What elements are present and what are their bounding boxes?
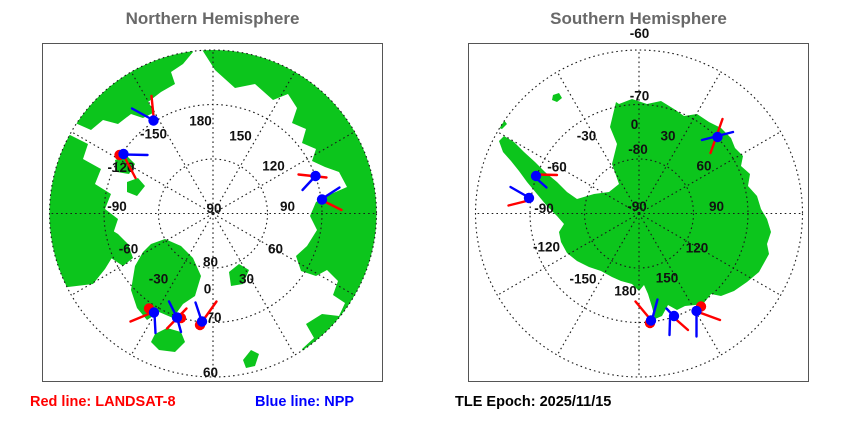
latitude-circle (157, 158, 269, 269)
land-greenland (131, 239, 201, 320)
longitude-label: 60 (268, 242, 283, 257)
land-antarctica (499, 99, 771, 319)
latitude-label: -80 (628, 142, 648, 157)
longitude-label: 120 (686, 241, 709, 256)
latitude-label: -70 (630, 89, 650, 104)
satellite-marker (194, 300, 218, 331)
landsat8-track-line (129, 311, 153, 323)
land-alaska-chukotka (49, 50, 193, 130)
landsat8-track-line (201, 300, 218, 322)
satellite-marker (530, 170, 559, 189)
npp-dot (310, 170, 321, 182)
north-grid-labels: 1801501209060300-30-60-90-120-1509080706… (107, 114, 295, 381)
landsat8-track-line (674, 317, 690, 332)
satellite-marker (114, 148, 149, 180)
longitude-label: 0 (631, 117, 639, 132)
latitude-circle (48, 49, 378, 378)
longitude-label: -150 (140, 127, 167, 142)
satellite-marker (507, 185, 535, 207)
satellite-marker (700, 117, 735, 155)
land-svalbard (229, 264, 249, 286)
longitude-label: 150 (656, 271, 679, 286)
latitude-label: 90 (206, 201, 221, 216)
south-map-title: Southern Hemisphere (550, 9, 727, 28)
longitude-label: 90 (280, 199, 295, 214)
npp-dot (148, 115, 159, 126)
npp-dot (691, 305, 702, 317)
longitude-label: 60 (696, 159, 711, 174)
latitude-label: 80 (203, 255, 218, 270)
satellite-marker (634, 298, 659, 329)
latitude-circle (474, 49, 804, 378)
satellite-marker (129, 303, 160, 335)
south-hemisphere-map: 0 30 60 90 120 150 180 -150 -120 -90 -60 -30 -90 -80 -… (468, 26, 809, 382)
longitude-label: -30 (577, 129, 597, 144)
longitude-label: -90 (107, 199, 127, 214)
longitude-label: 30 (239, 272, 254, 287)
landsat8-track-line (122, 154, 137, 180)
south-map-svg: 0 30 60 90 120 150 180 -150 -120 -90 -60 -30 -90 -80 -… (474, 26, 804, 378)
longitude-label: -120 (533, 240, 560, 255)
satellite-marker (130, 94, 159, 126)
longitude-label: 30 (660, 129, 675, 144)
south-grid-labels: 0 30 60 90 120 150 180 -150 -120 -90 -60 -30 -90 -80 -… (533, 26, 724, 299)
legend-landsat8-label: Red line: LANDSAT-8 (30, 394, 176, 410)
satellite-marker (316, 186, 343, 212)
north-landmasses (49, 50, 377, 377)
latitude-label: -90 (627, 199, 647, 214)
land-south-island-1 (552, 93, 562, 102)
longitude-label: -30 (149, 272, 169, 287)
satellite-marker (297, 170, 328, 192)
landsat8-track-line (698, 311, 722, 322)
latitude-label: 70 (206, 310, 221, 325)
npp-dot (316, 194, 328, 205)
land-arctic-island-2 (127, 178, 145, 196)
land-baffin-island (101, 226, 133, 266)
latitude-label: 60 (203, 365, 218, 380)
npp-dot (668, 310, 680, 322)
npp-dot (118, 148, 129, 160)
tle-epoch-label: TLE Epoch: 2025/11/15 (455, 394, 612, 410)
landsat8-track-line (634, 300, 650, 318)
npp-dot (523, 192, 535, 204)
longitude-label: -60 (547, 160, 567, 175)
satellite-marker (665, 307, 690, 337)
latitude-circle (583, 158, 695, 269)
land-eurasia (199, 50, 377, 377)
longitude-label: 0 (204, 282, 212, 297)
land-iceland (151, 328, 185, 352)
legend-npp-label: Blue line: NPP (255, 394, 355, 410)
land-south-island-2 (496, 119, 507, 129)
longitude-label: 180 (614, 284, 637, 299)
npp-dot (196, 316, 208, 327)
longitude-label: -90 (534, 201, 554, 216)
land-british-isles (243, 350, 259, 368)
longitude-label: 180 (189, 114, 212, 129)
npp-track-line (668, 317, 672, 337)
north-map-title: Northern Hemisphere (125, 9, 300, 28)
npp-dot (148, 307, 160, 318)
satellite-marker (691, 301, 722, 338)
longitude-label: 120 (262, 159, 285, 174)
landsat8-track-line (507, 199, 528, 207)
longitude-label: -60 (119, 242, 139, 257)
north-hemisphere-map: 180 150 120 90 60 30 0 -30 -60 -90 -120 -150 90 80 70 6… (42, 43, 383, 382)
south-graticule (474, 49, 804, 378)
north-graticule (48, 49, 378, 378)
longitude-label: 150 (229, 129, 252, 144)
satellite-marker (165, 300, 188, 334)
longitude-label: -150 (569, 272, 596, 287)
north-map-svg: 1801501209060300-30-60-90-120-1509080706… (48, 49, 378, 381)
npp-dot (171, 312, 183, 323)
npp-track-line (651, 298, 659, 320)
npp-dot (530, 170, 542, 182)
longitude-label: 90 (709, 199, 724, 214)
npp-dot (645, 315, 657, 326)
landsat8-track-line (322, 199, 343, 212)
npp-dot (712, 131, 723, 143)
latitude-label: -60 (630, 26, 650, 41)
